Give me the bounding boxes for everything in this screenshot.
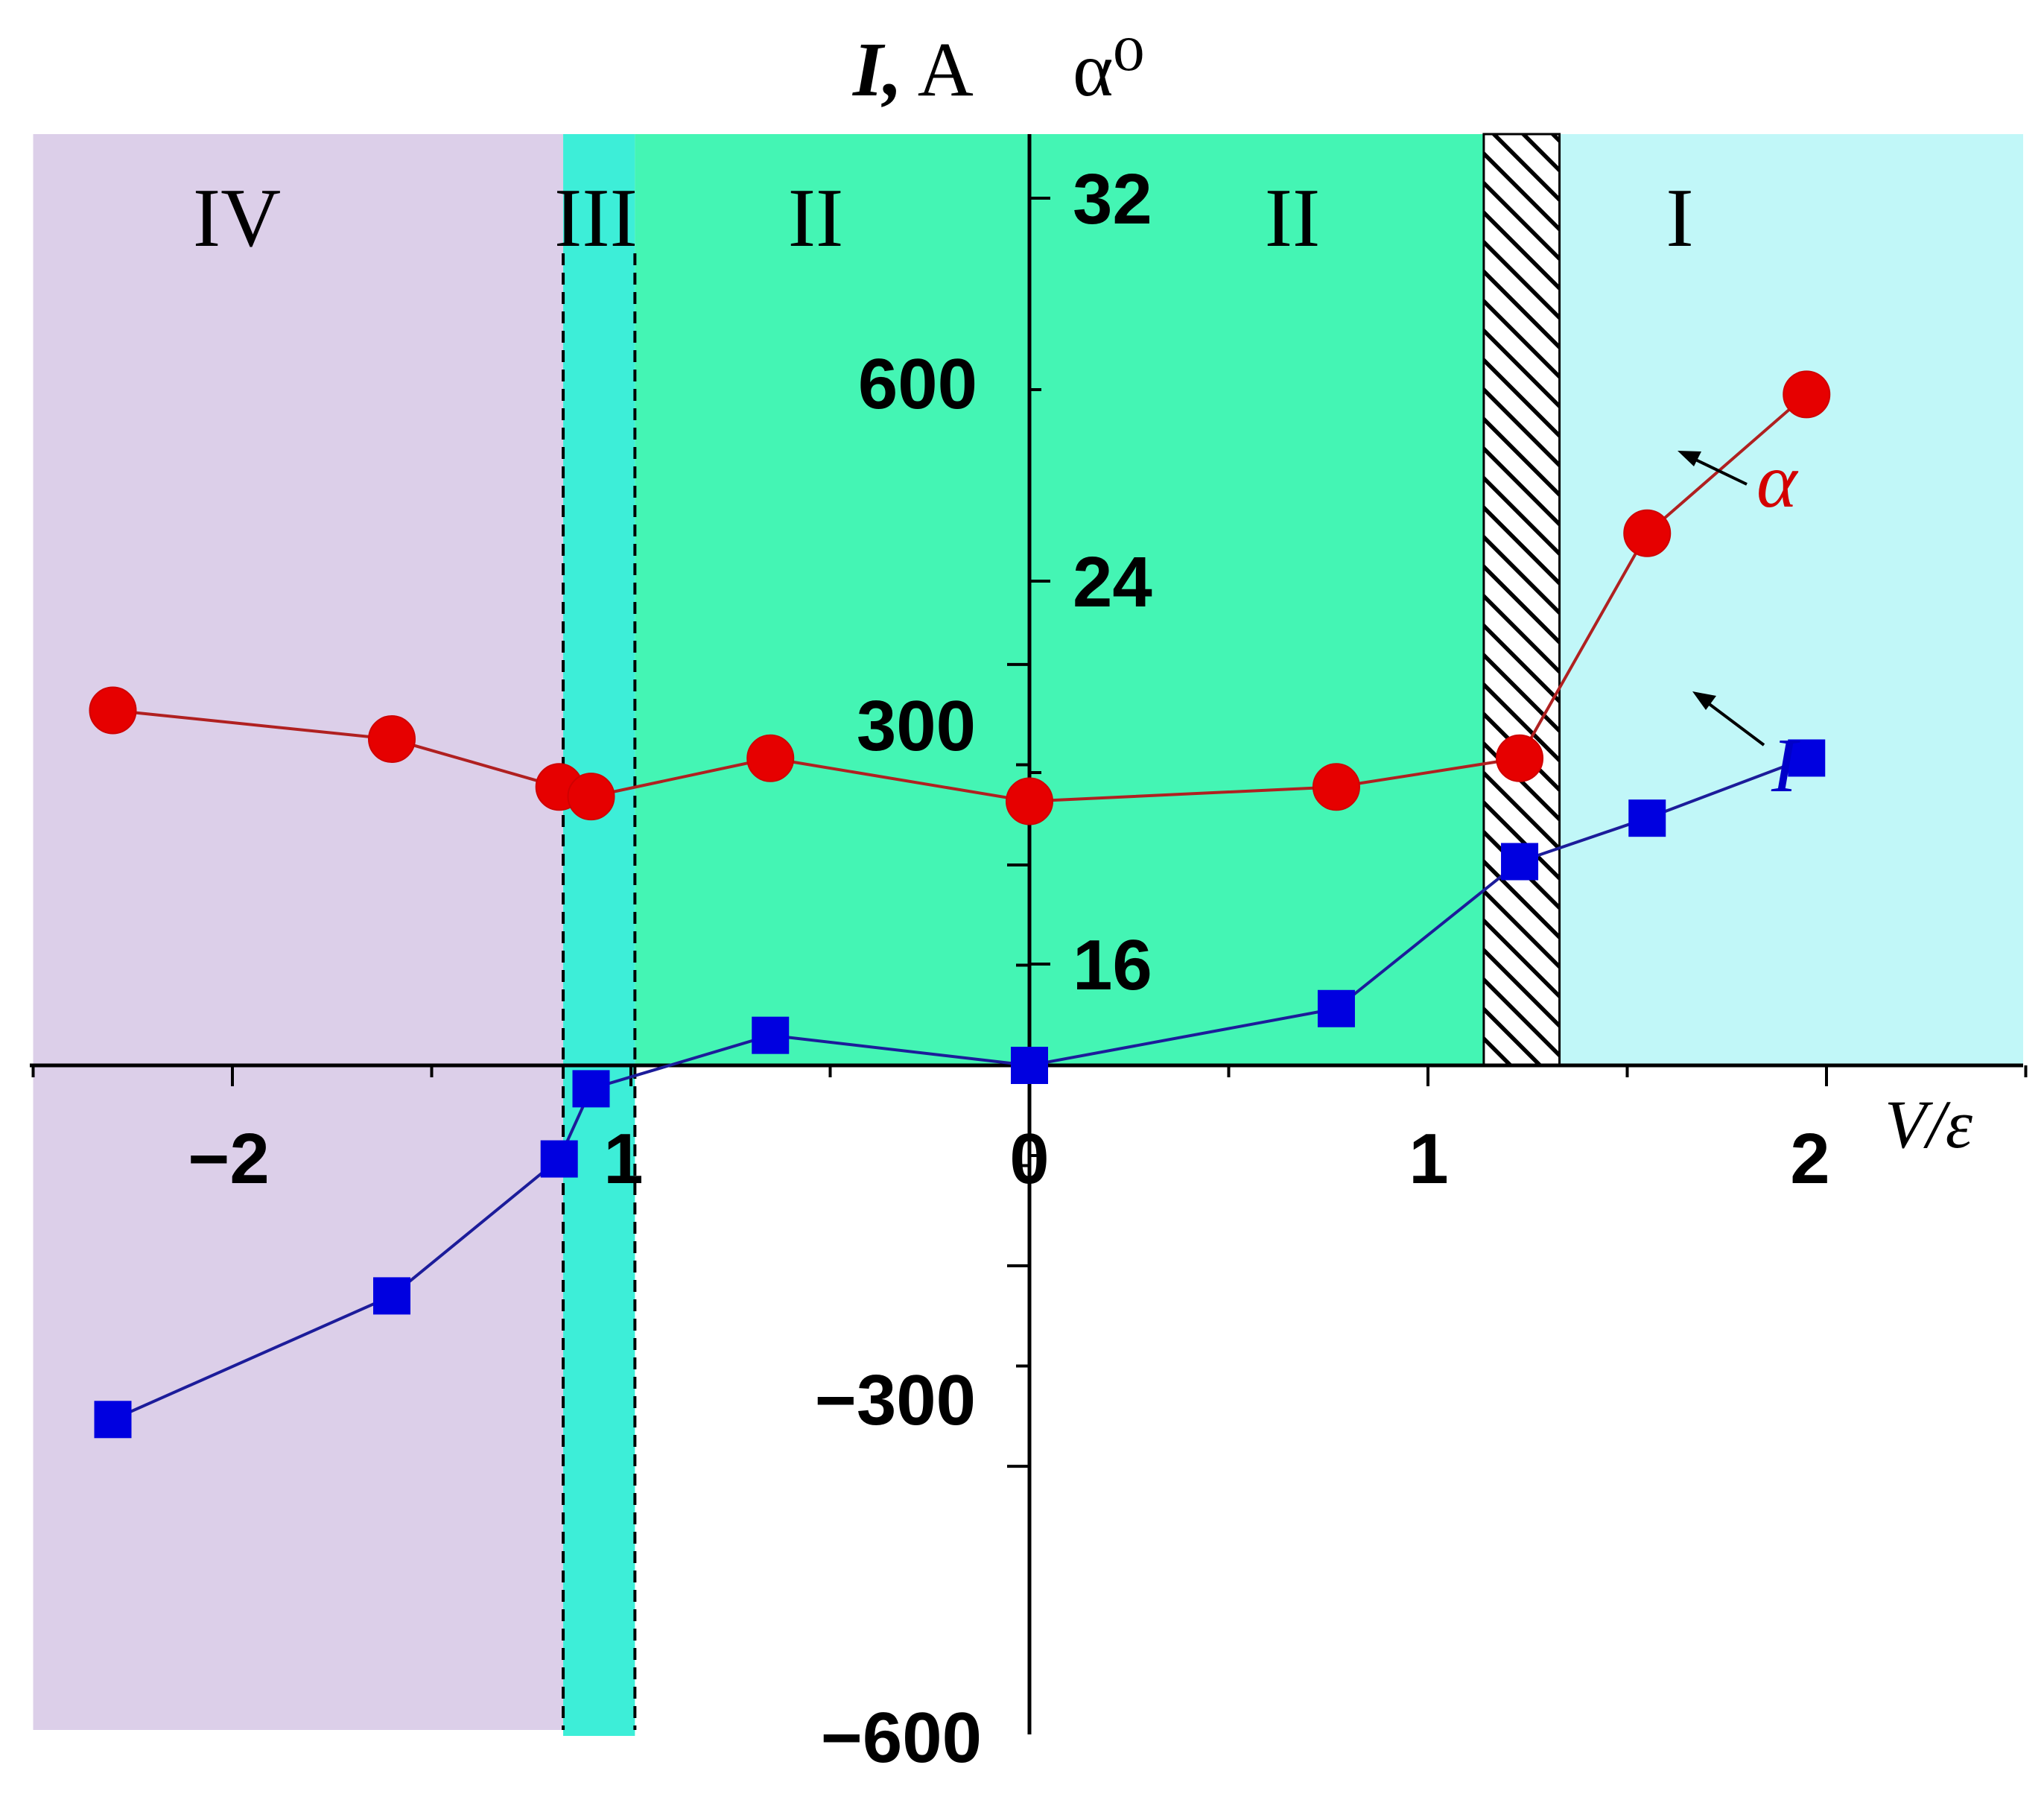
x-tick-label--2: −2: [188, 1119, 269, 1199]
region-labels: IV III II II I: [193, 172, 1694, 264]
x-axis-label: V/ε: [1885, 1086, 1973, 1162]
alpha-point-8: [1623, 509, 1672, 557]
axis-labels: I, A α⁰ V/ε: [851, 27, 1973, 1162]
y-axis-label-angle: α⁰: [1073, 27, 1144, 112]
y-tick-label-angle-32: 32: [1073, 159, 1152, 239]
region-label-IV: IV: [193, 172, 281, 264]
y-tick-label-current--600: −600: [821, 1698, 982, 1778]
series-line-alpha: [112, 393, 1808, 803]
series-line-current: [112, 756, 1807, 1422]
region-IV-background: [33, 134, 564, 1730]
x-tick-label-0: 0: [1009, 1119, 1049, 1199]
axes: −2 1 0 1 2 −600 −300 300 600 16 24 32: [30, 134, 2028, 1778]
current-point-5: [1011, 1047, 1048, 1084]
region-I-background: [1559, 134, 2023, 1065]
alpha-series-label: α: [1756, 438, 1799, 524]
hatched-band: [1482, 133, 1561, 1067]
alpha-point-0: [89, 686, 137, 735]
x-tick-label-2: 2: [1790, 1119, 1829, 1199]
current-point-3: [572, 1070, 610, 1108]
x-tick-label-1: 1: [1409, 1119, 1448, 1199]
alpha-point-5: [1006, 777, 1053, 825]
region-label-III: III: [554, 172, 638, 264]
alpha-label-arrowhead: [1678, 451, 1701, 466]
region-II-background: [635, 134, 1484, 1065]
alpha-point-7: [1496, 734, 1544, 782]
y-tick-label-angle-16: 16: [1073, 925, 1152, 1005]
alpha-point-1: [368, 715, 416, 764]
current-label-arrow: [1703, 699, 1765, 747]
y-tick-label-current--300: −300: [815, 1360, 976, 1440]
region-label-I: I: [1666, 172, 1693, 264]
region-label-II-right: II: [1265, 172, 1321, 264]
current-label-arrowhead: [1692, 691, 1716, 710]
y-tick-label-angle-24: 24: [1073, 542, 1152, 622]
current-point-0: [94, 1401, 132, 1439]
current-point-7: [1501, 843, 1539, 881]
alpha-point-9: [1783, 370, 1831, 419]
y-tick-label-current-300: 300: [857, 686, 976, 766]
region-backgrounds: [33, 133, 2023, 1736]
region-III-background: [563, 134, 635, 1736]
alpha-point-4: [746, 734, 795, 782]
current-point-6: [1317, 989, 1355, 1027]
current-point-8: [1628, 799, 1666, 837]
current-point-4: [752, 1016, 790, 1054]
current-point-2: [540, 1140, 578, 1178]
alpha-label-arrow: [1689, 455, 1748, 486]
y-tick-label-current-600: 600: [858, 344, 977, 424]
current-point-9: [1788, 739, 1826, 777]
current-point-1: [373, 1277, 410, 1315]
alpha-point-6: [1312, 763, 1360, 811]
current-series-label: I: [1771, 723, 1800, 808]
region-label-II: II: [788, 172, 844, 264]
alpha-point-3: [567, 773, 615, 821]
series-group: αI: [89, 370, 1831, 1439]
y-axis-label-current: I, A: [851, 27, 974, 112]
x-tick-label--1: 1: [603, 1119, 643, 1199]
